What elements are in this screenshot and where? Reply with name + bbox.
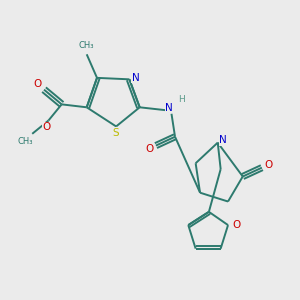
Text: N: N [165,103,173,113]
Text: CH₃: CH₃ [79,41,94,50]
Text: O: O [33,79,42,89]
Text: S: S [113,128,119,138]
Text: N: N [132,73,140,83]
Text: O: O [232,220,240,230]
Text: O: O [43,122,51,132]
Text: N: N [219,135,227,145]
Text: O: O [145,143,154,154]
Text: H: H [178,94,185,103]
Text: O: O [264,160,272,170]
Text: CH₃: CH₃ [17,137,33,146]
